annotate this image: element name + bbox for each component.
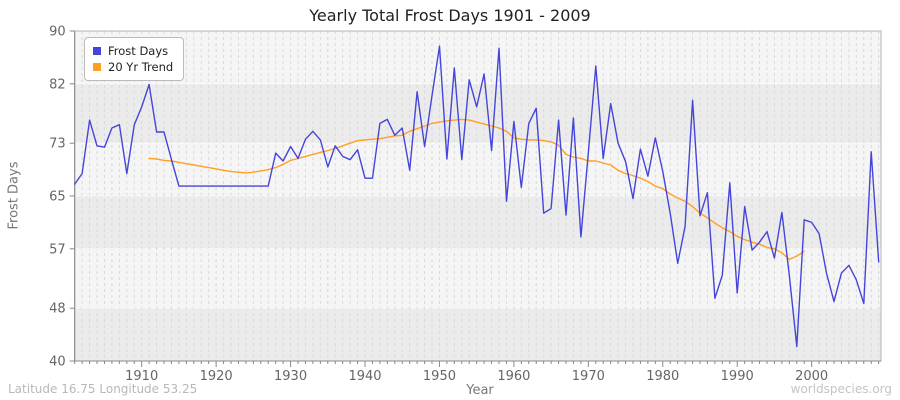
x-tick-label: 1940 — [348, 369, 381, 384]
chart-title: Yearly Total Frost Days 1901 - 2009 — [309, 6, 591, 25]
x-axis-label: Year — [466, 383, 494, 398]
legend-label: 20 Yr Trend — [108, 60, 174, 74]
chart-legend: Frost Days 20 Yr Trend — [84, 37, 185, 81]
y-tick-label: 82 — [49, 77, 66, 92]
x-tick-label: 2000 — [795, 369, 828, 384]
legend-label: Frost Days — [108, 44, 169, 58]
x-tick-label: 1950 — [423, 369, 456, 384]
x-tick-label: 1960 — [497, 369, 530, 384]
legend-item-frost-days: Frost Days — [93, 43, 173, 59]
y-tick-label: 48 — [49, 302, 66, 317]
y-tick-label: 73 — [49, 137, 66, 152]
trend-swatch-icon — [93, 63, 101, 71]
source-watermark: worldspecies.org — [790, 382, 892, 396]
y-tick-label: 90 — [49, 25, 66, 40]
x-tick-label: 1980 — [646, 369, 679, 384]
legend-item-trend: 20 Yr Trend — [93, 59, 173, 75]
series-line-20-yr-trend — [148, 118, 805, 261]
y-tick-label: 65 — [49, 190, 66, 205]
series-line-frost-days — [73, 45, 880, 348]
x-tick-label: 1930 — [274, 369, 307, 384]
frost-days-swatch-icon — [93, 47, 101, 55]
coordinates-caption: Latitude 16.75 Longitude 53.25 — [8, 382, 198, 396]
x-tick-label: 1970 — [572, 369, 605, 384]
year-gridlines — [74, 31, 880, 361]
y-tick-label: 40 — [49, 355, 66, 370]
x-tick-label: 1920 — [200, 369, 233, 384]
x-tick-label: 1990 — [721, 369, 754, 384]
x-tick-label: 1910 — [125, 369, 158, 384]
y-tick-label: 57 — [49, 242, 66, 257]
axis-ticks: 90 82 73 65 57 48 40 1910 1920 1930 1940 1950 1960 19… — [49, 25, 880, 384]
